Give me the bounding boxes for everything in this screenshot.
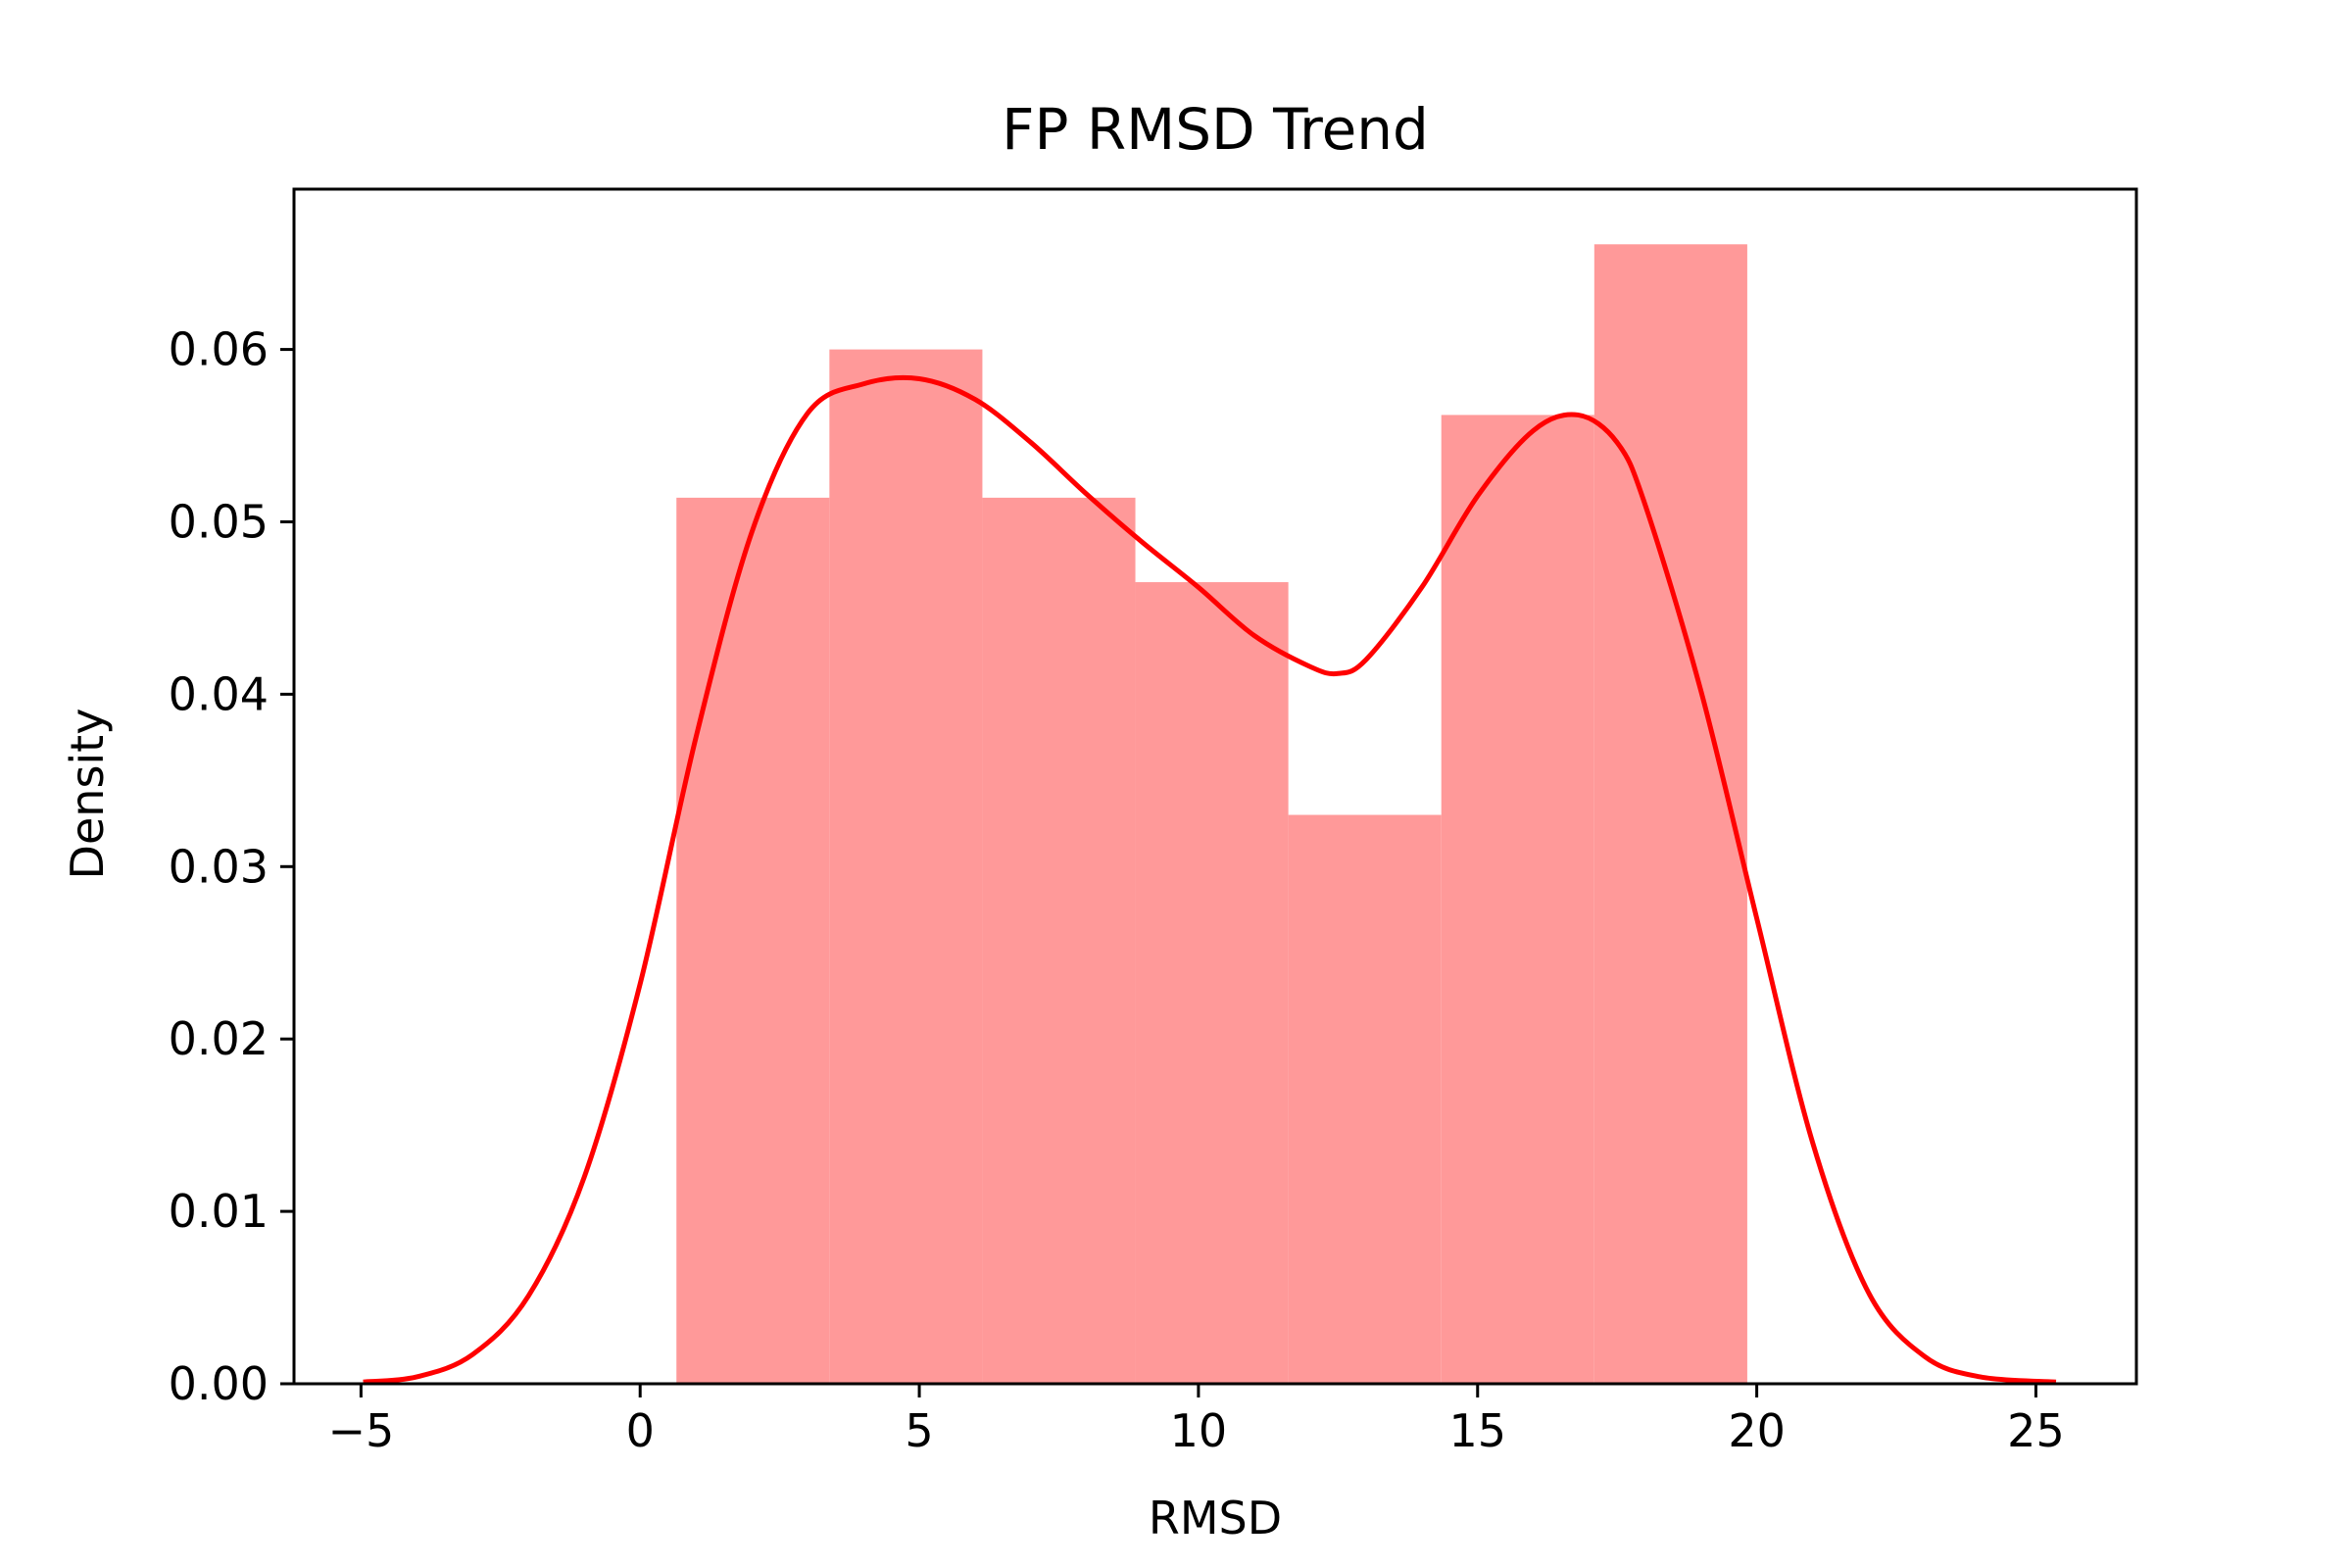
x-tick-label: 15 [1448, 1404, 1506, 1457]
x-tick-label: 20 [1728, 1404, 1786, 1457]
y-tick-label: 0.05 [169, 495, 269, 548]
y-axis-label: Density [61, 709, 114, 880]
histogram-bars [676, 244, 1747, 1385]
plot-frame [292, 187, 2138, 1386]
y-tick-label: 0.03 [169, 840, 269, 893]
y-tick-label: 0.06 [169, 323, 269, 376]
x-tick-label: 5 [905, 1404, 933, 1457]
histogram-bar [829, 349, 983, 1384]
histogram-bar [676, 497, 830, 1384]
x-tick-label: 0 [626, 1404, 655, 1457]
histogram-bar [1593, 244, 1747, 1385]
chart-title: FP RMSD Trend [1002, 96, 1429, 163]
x-tick-label: −5 [327, 1404, 394, 1457]
x-tick-label: 25 [2007, 1404, 2065, 1457]
x-tick-label: 10 [1170, 1404, 1228, 1457]
histogram-bar [1441, 415, 1594, 1384]
y-tick-label: 0.01 [169, 1185, 269, 1238]
histogram-bar [1135, 582, 1289, 1384]
x-axis-ticks: −5 0 5 10 15 20 25 [327, 1384, 2065, 1457]
y-tick-label: 0.00 [169, 1357, 269, 1410]
y-axis-ticks: 0.00 0.01 0.02 0.03 0.04 0.05 0.06 [169, 323, 294, 1410]
x-axis-label: RMSD [1149, 1492, 1282, 1544]
y-tick-label: 0.04 [169, 667, 269, 720]
y-tick-label: 0.02 [169, 1012, 269, 1065]
histogram-bar [1288, 814, 1442, 1384]
kde-curve [363, 374, 2057, 1385]
histogram-bar [982, 497, 1136, 1384]
